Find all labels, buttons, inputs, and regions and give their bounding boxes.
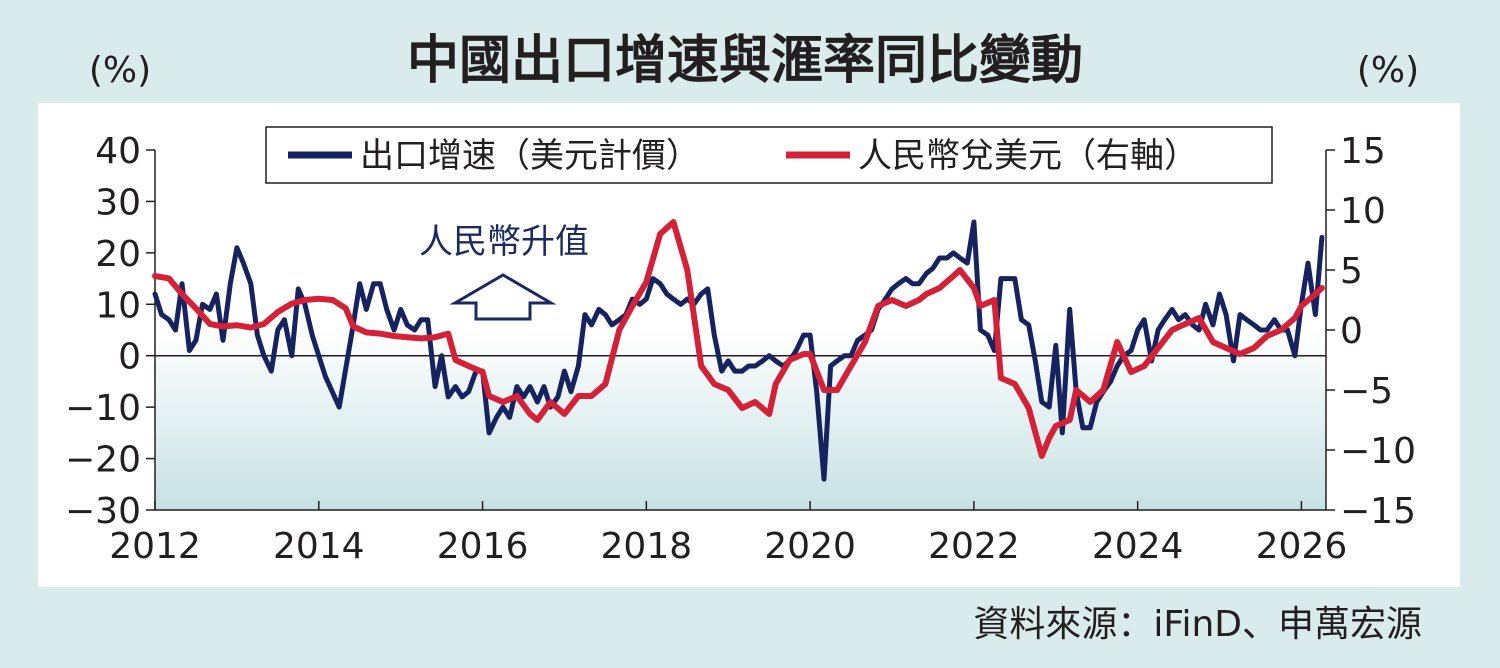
left-tick-label: 0 [118, 337, 141, 378]
x-tick-label: 2020 [764, 526, 856, 567]
right-tick-label: −5 [1340, 371, 1393, 412]
series-layer [152, 219, 1325, 482]
legend: 出口增速（美元計價） 人民幣兌美元（右軸） [265, 126, 1273, 184]
legend-label-export: 出口增速（美元計價） [360, 136, 700, 176]
left-tick-label: 20 [95, 234, 141, 275]
right-tick-label: 10 [1340, 191, 1386, 232]
left-tick-label: 30 [95, 182, 141, 223]
annotation-label: 人民幣升值 [419, 222, 589, 262]
series-line-export [152, 219, 1325, 482]
x-tick-label: 2024 [1092, 526, 1184, 567]
x-tick-label: 2022 [928, 526, 1020, 567]
x-tick-label: 2018 [601, 526, 693, 567]
axes: 40 30 20 10 0 −10 −20 −30 15 10 5 0 −5 −10 −15 2012 2014… [65, 131, 1416, 567]
source-note: 資料來源：iFinD、申萬宏源 [973, 604, 1422, 645]
up-arrow-icon [449, 273, 557, 321]
left-tick-label: −30 [65, 491, 141, 532]
annotation: 人民幣升值 [419, 222, 589, 321]
left-tick-label: −10 [65, 388, 141, 429]
right-tick-label: 15 [1340, 131, 1386, 172]
left-tick-label: 10 [95, 285, 141, 326]
right-axis-unit: (%) [1357, 50, 1419, 91]
right-tick-label: 5 [1340, 251, 1363, 292]
chart-title: 中國出口增速與滙率同比變動 [407, 31, 1083, 91]
right-tick-label: −15 [1340, 491, 1416, 532]
legend-box [265, 126, 1273, 184]
series-line-rmb [152, 219, 1325, 459]
right-tick-label: 0 [1340, 311, 1363, 352]
left-tick-label: −20 [65, 440, 141, 481]
left-axis-unit: (%) [89, 50, 151, 91]
plot-area [155, 150, 1326, 510]
x-tick-label: 2026 [1256, 526, 1348, 567]
left-tick-label: 40 [95, 131, 141, 172]
legend-label-rmb: 人民幣兌美元（右軸） [858, 136, 1198, 176]
right-tick-label: −10 [1340, 431, 1416, 472]
x-tick-label: 2014 [273, 526, 365, 567]
x-tick-label: 2016 [437, 526, 529, 567]
x-tick-label: 2012 [109, 526, 201, 567]
